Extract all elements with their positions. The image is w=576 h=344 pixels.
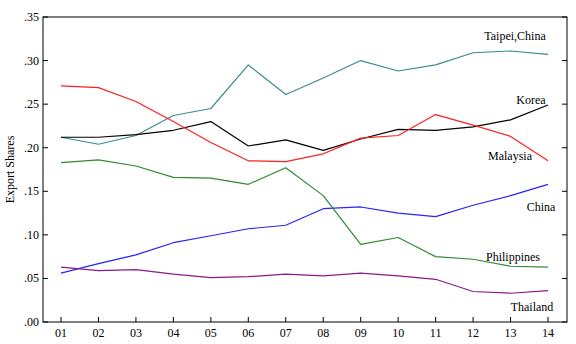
- series-line: [61, 160, 548, 267]
- x-tick: [398, 317, 399, 322]
- y-tick: [43, 104, 48, 105]
- x-tick-label: 11: [430, 326, 442, 340]
- y-tick: [562, 147, 567, 148]
- y-tick: [562, 104, 567, 105]
- x-tick: [473, 317, 474, 322]
- x-tick: [61, 317, 62, 322]
- series-label: Philippines: [486, 250, 540, 264]
- series-line: [61, 86, 548, 162]
- x-tick-label: 05: [205, 326, 217, 340]
- y-tick-label: .35: [24, 10, 39, 24]
- y-tick-label: .15: [24, 184, 39, 198]
- x-tick: [248, 317, 249, 322]
- y-tick: [562, 191, 567, 192]
- y-tick-label: .25: [24, 97, 39, 111]
- y-tick-label: .30: [24, 54, 39, 68]
- y-tick: [43, 234, 48, 235]
- series-label: Malaysia: [488, 149, 533, 163]
- x-tick: [323, 317, 324, 322]
- x-tick-label: 02: [92, 326, 104, 340]
- y-tick-label: .05: [24, 271, 39, 285]
- y-axis-title: Export Shares: [3, 135, 17, 203]
- series-label: Thailand: [511, 300, 554, 314]
- x-tick: [210, 317, 211, 322]
- y-tick: [43, 322, 48, 323]
- y-tick: [562, 234, 567, 235]
- chart-container: .00 .05 .10 .15 .20 .25 .30 .35 01 02 03 04 05 06 07 08…: [0, 0, 576, 344]
- x-tick-label: 01: [55, 326, 67, 340]
- x-tick: [135, 317, 136, 322]
- x-tick-label: 07: [280, 326, 292, 340]
- series-line: [61, 105, 548, 150]
- x-tick: [285, 317, 286, 322]
- y-tick-label: .00: [24, 315, 39, 329]
- x-tick-label: 09: [355, 326, 367, 340]
- x-tick-label: 04: [167, 326, 179, 340]
- y-tick: [562, 17, 567, 18]
- x-tick: [98, 317, 99, 322]
- x-tick: [173, 317, 174, 322]
- x-tick-label: 03: [130, 326, 142, 340]
- x-tick-label: 12: [467, 326, 479, 340]
- y-tick: [43, 278, 48, 279]
- series-label: Korea: [516, 93, 546, 107]
- plot-area: [61, 51, 548, 293]
- x-tick: [548, 317, 549, 322]
- chart-svg: .00 .05 .10 .15 .20 .25 .30 .35 01 02 03 04 05 06 07 08…: [0, 0, 576, 344]
- y-tick: [562, 322, 567, 323]
- y-tick: [562, 60, 567, 61]
- series-line: [61, 51, 548, 144]
- y-tick-label: .20: [24, 141, 39, 155]
- series-label: Taipei,China: [484, 29, 546, 43]
- plot-frame: [43, 17, 567, 322]
- x-tick: [435, 317, 436, 322]
- x-tick-label: 14: [542, 326, 554, 340]
- x-tick: [360, 317, 361, 322]
- y-tick: [43, 17, 48, 18]
- y-tick: [562, 278, 567, 279]
- series-label: China: [527, 200, 556, 214]
- x-tick-label: 13: [505, 326, 517, 340]
- x-tick: [510, 317, 511, 322]
- y-tick-label: .10: [24, 228, 39, 242]
- y-tick: [43, 147, 48, 148]
- y-tick: [43, 60, 48, 61]
- series-line: [61, 267, 548, 293]
- x-tick-label: 10: [392, 326, 404, 340]
- y-tick: [43, 191, 48, 192]
- x-tick-label: 08: [317, 326, 329, 340]
- x-tick-label: 06: [242, 326, 254, 340]
